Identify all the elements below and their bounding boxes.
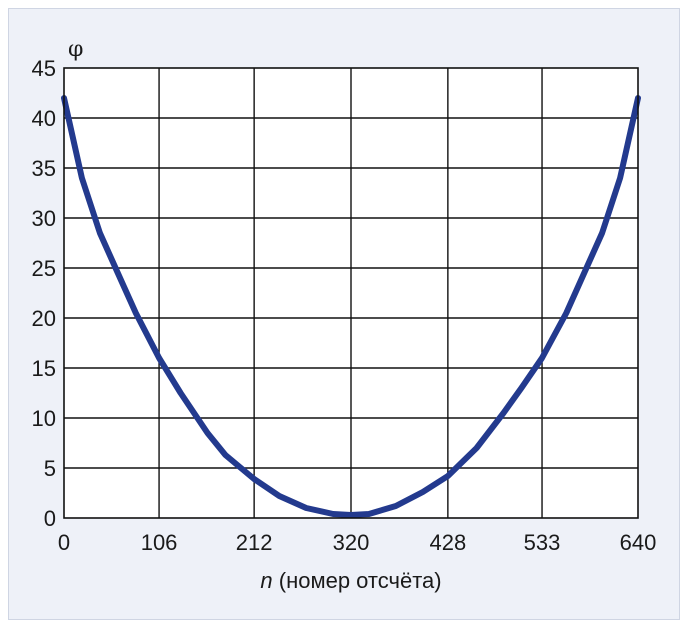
y-tick-label-35: 35 xyxy=(32,156,56,181)
x-axis-variable: n xyxy=(260,568,272,593)
x-tick-label-428: 428 xyxy=(430,530,467,555)
y-tick-label-5: 5 xyxy=(44,456,56,481)
x-tick-label-0: 0 xyxy=(58,530,70,555)
y-tick-label-10: 10 xyxy=(32,406,56,431)
y-tick-label-0: 0 xyxy=(44,506,56,531)
y-tick-label-45: 45 xyxy=(32,56,56,81)
y-tick-label-15: 15 xyxy=(32,356,56,381)
x-axis-description: (номер отсчёта) xyxy=(273,568,442,593)
x-axis-label: n (номер отсчёта) xyxy=(260,568,441,593)
x-tick-label-320: 320 xyxy=(333,530,370,555)
grid-lines xyxy=(64,68,638,518)
x-tick-label-533: 533 xyxy=(524,530,561,555)
y-tick-label-20: 20 xyxy=(32,306,56,331)
y-tick-label-30: 30 xyxy=(32,206,56,231)
series-layer xyxy=(61,95,641,518)
x-tick-label-106: 106 xyxy=(141,530,178,555)
x-tick-label-640: 640 xyxy=(620,530,657,555)
y-tick-label-25: 25 xyxy=(32,256,56,281)
y-axis-label: φ xyxy=(68,37,83,62)
series-line-0 xyxy=(61,95,641,518)
x-tick-label-212: 212 xyxy=(236,530,273,555)
plot-border xyxy=(63,67,639,519)
y-tick-label-40: 40 xyxy=(32,106,56,131)
y-tick-labels: 0 5 10 15 20 25 30 35 40 45 xyxy=(32,56,56,531)
x-tick-labels: 0 106 212 320 428 533 640 xyxy=(58,530,656,555)
